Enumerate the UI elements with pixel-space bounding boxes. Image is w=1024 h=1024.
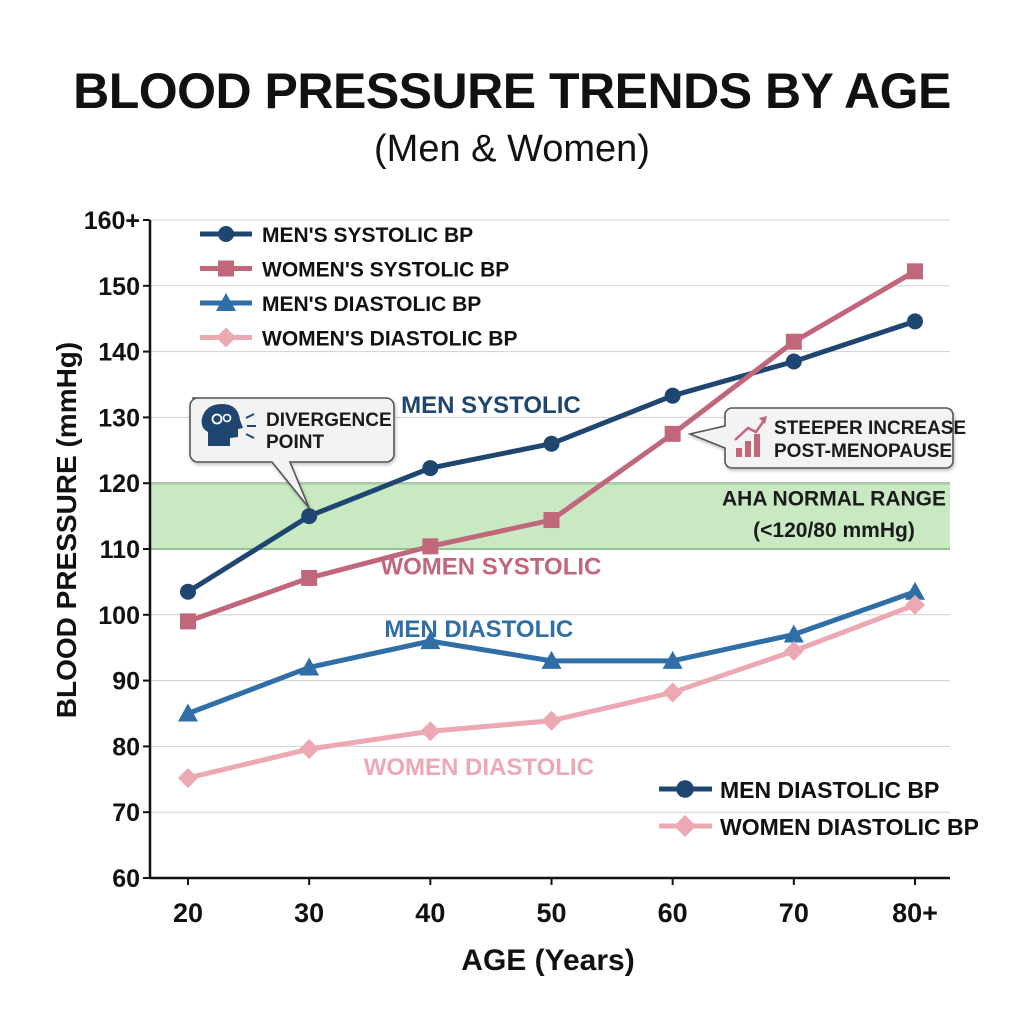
callout-text: DIVERGENCE <box>266 410 392 431</box>
y-tick-label: 130 <box>98 404 140 432</box>
legend-item: WOMEN'S DIASTOLIC BP <box>200 327 517 351</box>
x-tick-label: 60 <box>658 898 688 928</box>
icon-arrow-head <box>759 416 767 424</box>
data-point <box>783 640 804 661</box>
x-tick-label: 20 <box>173 898 203 928</box>
data-point <box>907 263 923 280</box>
series-men-systolic <box>180 313 923 600</box>
data-point <box>905 581 925 600</box>
callout-text: POST-MENOPAUSE <box>774 441 952 462</box>
data-point <box>543 512 560 529</box>
data-point <box>422 460 439 477</box>
x-tick-label: 50 <box>536 898 566 928</box>
legend-item: WOMEN'S SYSTOLIC BP <box>200 259 509 282</box>
callout-text: STEEPER INCREASE <box>774 418 966 439</box>
legend-marker <box>218 226 234 242</box>
data-point <box>299 657 320 676</box>
icon-bar <box>754 434 760 457</box>
legend-label: WOMEN'S DIASTOLIC BP <box>262 328 517 351</box>
head-shape <box>201 404 243 446</box>
y-tick-label: 100 <box>98 602 140 630</box>
legend-marker <box>218 260 234 277</box>
data-point <box>664 387 681 404</box>
legend-marker <box>674 815 696 837</box>
series-label: MEN SYSTOLIC <box>401 392 581 419</box>
data-point <box>301 569 318 586</box>
data-point <box>178 703 198 722</box>
data-point <box>299 739 320 760</box>
y-tick-label: 120 <box>98 470 140 498</box>
data-point <box>783 624 804 643</box>
y-tick-label: 110 <box>100 536 140 564</box>
legend-marker <box>216 327 236 348</box>
series-label: WOMEN SYSTOLIC <box>380 553 601 580</box>
data-point <box>180 583 196 600</box>
icon-bar <box>745 441 751 457</box>
legend-label: MEN DIASTOLIC BP <box>720 777 939 803</box>
x-tick-label: 70 <box>779 898 809 928</box>
y-tick-label: 90 <box>112 668 140 696</box>
y-tick-label: 60 <box>112 865 140 893</box>
y-tick-label: 140 <box>98 339 140 367</box>
chart-title: BLOOD PRESSURE TRENDS BY AGE <box>73 63 951 119</box>
legend-marker <box>676 780 694 798</box>
legend-item: MEN'S SYSTOLIC BP <box>200 224 473 247</box>
callout-text: POINT <box>266 432 324 453</box>
legend-item: WOMEN DIASTOLIC BP <box>659 814 979 840</box>
data-point <box>543 435 560 452</box>
x-tick-label: 40 <box>415 898 445 928</box>
data-point <box>662 650 683 669</box>
icon-ray <box>245 433 255 439</box>
data-point <box>541 650 562 669</box>
data-point <box>178 767 198 788</box>
series-men-diastolic <box>178 581 925 722</box>
normal-range-label: AHA NORMAL RANGE <box>722 488 946 511</box>
data-point <box>180 613 196 630</box>
series-women-diastolic <box>178 594 925 788</box>
data-point <box>420 721 441 742</box>
x-axis-label: AGE (Years) <box>461 944 634 977</box>
legend-marker <box>216 293 236 311</box>
y-axis-label: BLOOD PRESSURE (mmHg) <box>51 342 82 718</box>
data-point <box>785 333 802 350</box>
icon-arrow-line <box>734 418 767 441</box>
data-point <box>301 508 318 525</box>
head-gears-icon <box>201 404 256 446</box>
chart-subtitle: (Men & Women) <box>374 128 650 170</box>
legend-item: MEN DIASTOLIC BP <box>659 777 939 803</box>
data-point <box>662 682 683 703</box>
y-tick-label: 160+ <box>84 207 140 235</box>
x-tick-label: 30 <box>294 898 324 928</box>
data-point <box>664 425 681 442</box>
data-point <box>541 710 562 731</box>
gear-shape <box>222 413 232 423</box>
y-tick-label: 70 <box>112 799 140 827</box>
normal-range-sublabel: (<120/80 mmHg) <box>753 519 915 542</box>
legend-label: WOMEN'S SYSTOLIC BP <box>262 259 509 282</box>
icon-ray <box>245 413 255 419</box>
data-point <box>422 538 439 555</box>
data-point <box>420 631 441 650</box>
legend-label: WOMEN DIASTOLIC BP <box>720 814 979 840</box>
legend-item: MEN'S DIASTOLIC BP <box>200 293 481 316</box>
legend-label: MEN'S DIASTOLIC BP <box>262 293 481 316</box>
icon-bar <box>736 448 742 457</box>
rising-bars-icon <box>734 416 767 457</box>
y-tick-label: 80 <box>112 733 140 761</box>
x-tick-label: 80+ <box>892 898 938 928</box>
legend-label: MEN'S SYSTOLIC BP <box>262 224 473 247</box>
data-point <box>785 353 802 370</box>
series-women-systolic <box>180 263 923 630</box>
series-label: WOMEN DIASTOLIC <box>364 754 594 781</box>
data-point <box>905 594 925 615</box>
gear-shape <box>211 413 223 425</box>
series-label: MEN DIASTOLIC <box>384 616 573 643</box>
y-tick-label: 150 <box>98 273 140 301</box>
data-point <box>907 313 923 330</box>
